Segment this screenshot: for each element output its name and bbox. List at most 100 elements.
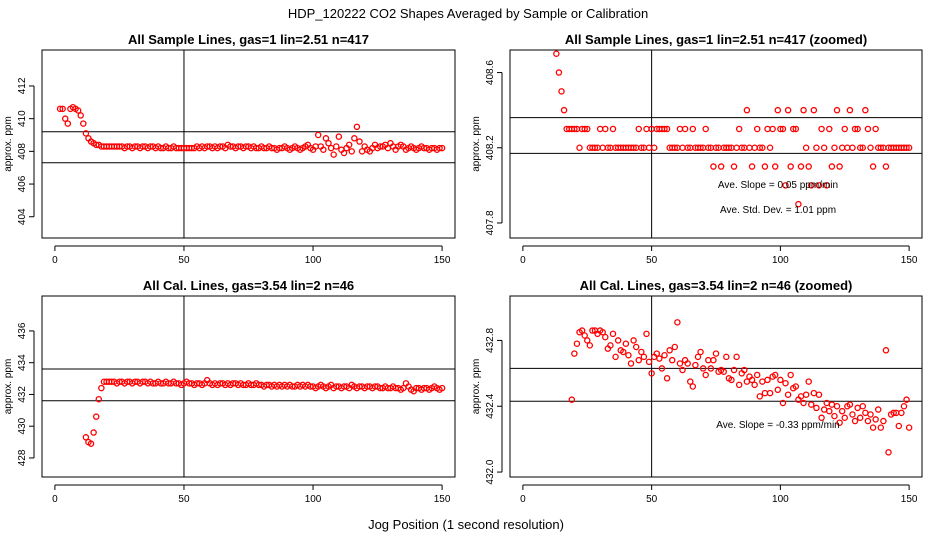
data-point bbox=[782, 182, 789, 189]
data-point bbox=[784, 391, 792, 398]
data-point bbox=[625, 351, 632, 359]
data-point bbox=[766, 389, 774, 397]
y-tick-label: 408.6 bbox=[485, 60, 496, 85]
data-point bbox=[753, 371, 761, 379]
data-point bbox=[591, 144, 599, 152]
data-point bbox=[586, 342, 594, 349]
data-point bbox=[890, 409, 897, 417]
x-tick-label: 0 bbox=[520, 494, 526, 505]
chart-annotation: Ave. Slope = -0.33 ppm/min bbox=[716, 420, 840, 431]
data-point bbox=[838, 407, 846, 415]
data-point bbox=[671, 343, 679, 351]
data-point bbox=[645, 144, 653, 152]
data-point bbox=[836, 163, 843, 170]
data-point bbox=[864, 417, 872, 425]
data-point bbox=[802, 144, 810, 152]
data-point bbox=[348, 148, 355, 155]
data-point bbox=[867, 144, 874, 152]
x-tick-label: 100 bbox=[772, 494, 789, 505]
data-point bbox=[560, 106, 568, 114]
data-point bbox=[856, 414, 864, 422]
data-point bbox=[674, 319, 681, 326]
x-tick-label: 50 bbox=[646, 494, 658, 505]
data-point bbox=[790, 125, 797, 133]
data-point bbox=[632, 343, 640, 351]
data-point bbox=[813, 404, 820, 412]
data-point bbox=[869, 424, 877, 431]
data-point bbox=[609, 125, 617, 133]
chart-panel-3: All Cal. Lines, gas=3.54 lin=2 n=46 0 50 10… bbox=[3, 278, 456, 505]
data-point bbox=[735, 381, 743, 389]
data-point bbox=[874, 406, 882, 413]
data-point bbox=[74, 107, 82, 114]
data-point bbox=[753, 125, 761, 133]
data-point bbox=[697, 348, 704, 356]
data-point bbox=[792, 383, 800, 390]
data-point bbox=[694, 353, 702, 361]
data-point bbox=[756, 393, 764, 400]
data-point bbox=[335, 133, 343, 140]
data-point bbox=[751, 381, 758, 389]
chart-title: All Cal. Lines, gas=3.54 lin=2 n=46 bbox=[143, 278, 354, 293]
data-point bbox=[831, 412, 838, 420]
data-point bbox=[322, 135, 330, 142]
data-point bbox=[764, 376, 771, 384]
data-point bbox=[795, 200, 802, 208]
data-point bbox=[867, 411, 874, 418]
data-point bbox=[815, 391, 823, 398]
data-point bbox=[777, 125, 784, 133]
data-point bbox=[905, 144, 913, 152]
data-point bbox=[833, 402, 841, 410]
data-point bbox=[95, 395, 103, 403]
data-series bbox=[553, 50, 913, 208]
data-point bbox=[841, 125, 849, 133]
data-point bbox=[748, 163, 756, 170]
data-point bbox=[687, 378, 694, 385]
data-point bbox=[82, 434, 90, 441]
data-point bbox=[851, 417, 859, 425]
data-series bbox=[56, 103, 446, 158]
plot-frame bbox=[509, 49, 923, 239]
data-point bbox=[589, 327, 596, 334]
data-point bbox=[779, 125, 787, 133]
y-tick-label: 430 bbox=[17, 417, 28, 434]
data-point bbox=[841, 414, 849, 422]
data-point bbox=[723, 353, 730, 361]
data-point bbox=[800, 399, 807, 407]
data-point bbox=[702, 371, 709, 379]
data-point bbox=[805, 163, 812, 170]
y-tick-label: 432.4 bbox=[485, 393, 496, 418]
chart-title: All Cal. Lines, gas=3.54 lin=2 n=46 (zoo… bbox=[580, 278, 853, 293]
data-point bbox=[741, 366, 748, 374]
data-point bbox=[856, 144, 864, 152]
data-point bbox=[553, 50, 560, 58]
data-point bbox=[905, 424, 913, 431]
data-point bbox=[761, 389, 769, 397]
data-point bbox=[327, 144, 335, 152]
data-point bbox=[738, 144, 746, 152]
chart-panel-1: All Sample Lines, gas=1 lin=2.51 n=417 0 5… bbox=[3, 32, 456, 266]
data-point bbox=[833, 106, 841, 114]
data-point bbox=[650, 144, 658, 152]
data-point bbox=[353, 123, 361, 131]
chart-title: All Sample Lines, gas=1 lin=2.51 n=417 bbox=[128, 32, 369, 47]
y-tick-label: 434 bbox=[17, 354, 28, 371]
data-point bbox=[666, 347, 673, 354]
data-point bbox=[748, 376, 756, 384]
data-point bbox=[640, 353, 648, 361]
x-tick-label: 0 bbox=[52, 255, 58, 266]
y-tick-label: 432.8 bbox=[485, 327, 496, 352]
data-point bbox=[733, 144, 740, 152]
data-point bbox=[862, 409, 869, 417]
data-point bbox=[620, 348, 627, 356]
data-point bbox=[882, 347, 890, 354]
data-point bbox=[679, 366, 686, 374]
data-point bbox=[692, 361, 699, 369]
data-point bbox=[759, 144, 766, 152]
data-point bbox=[895, 422, 903, 430]
data-point bbox=[800, 106, 807, 114]
data-point bbox=[573, 340, 581, 347]
data-point bbox=[653, 350, 661, 357]
data-point bbox=[720, 368, 727, 375]
